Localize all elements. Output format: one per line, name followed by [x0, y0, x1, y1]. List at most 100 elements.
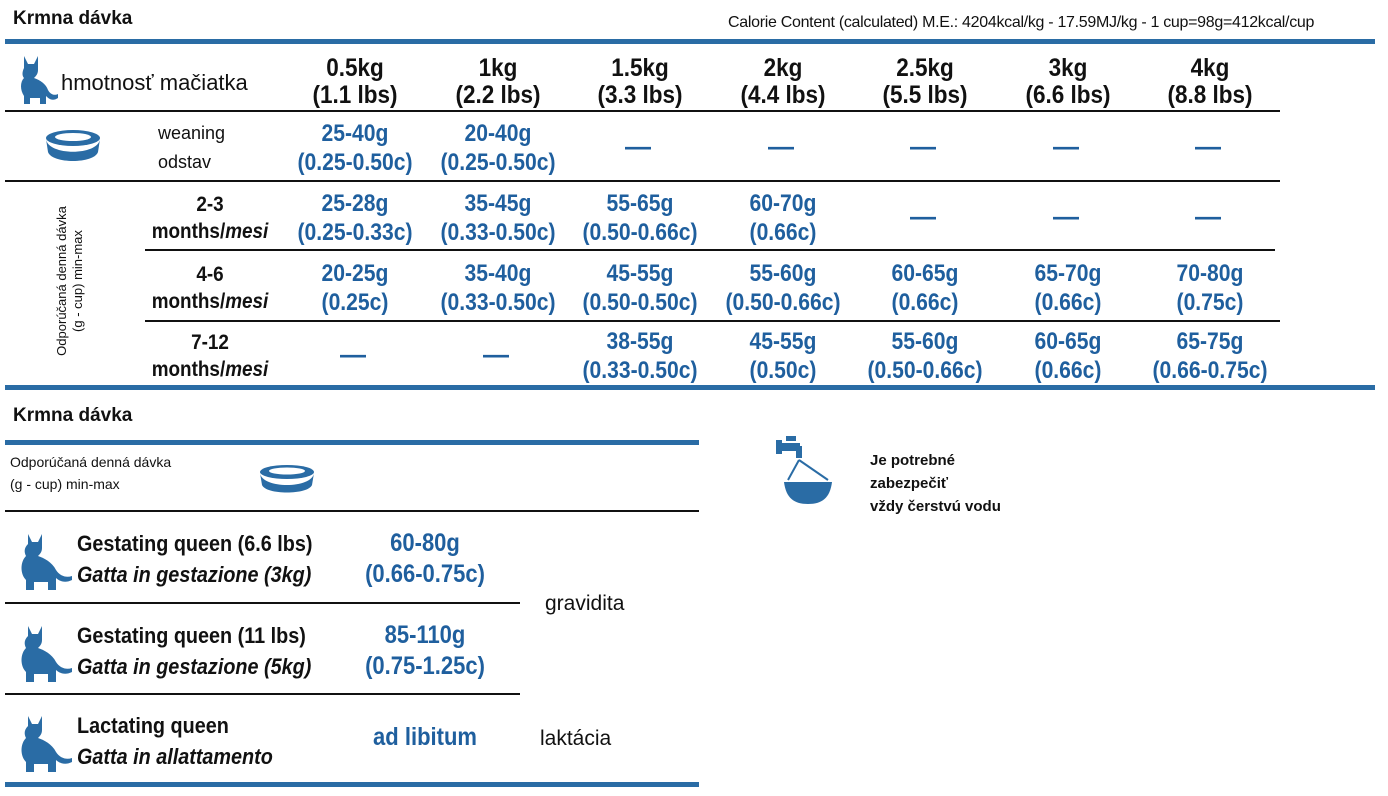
weight-lbs: (1.1 lbs)	[312, 81, 398, 109]
weight-lbs: (3.3 lbs)	[597, 81, 683, 109]
dose-cell: 38-55g (0.33-0.50c)	[574, 327, 706, 385]
dose-cell: 55-65g (0.50-0.66c)	[574, 189, 706, 247]
queen-dose-cups: (0.66-0.75c)	[365, 560, 485, 588]
dose-cell: 70-80g (0.75c)	[1144, 259, 1276, 317]
weight-kg: 3kg	[1048, 54, 1088, 82]
dose-grams: 38-55g	[606, 328, 674, 355]
queen-label: Gestating queen (11 lbs) Gatta in gestazi…	[77, 620, 311, 682]
dose-cell: 55-60g (0.50-0.66c)	[717, 259, 849, 317]
dose-cups: (0.50-0.66c)	[582, 219, 698, 246]
weight-lbs: (5.5 lbs)	[882, 81, 968, 109]
dose-cups: (0.66c)	[1034, 289, 1102, 316]
queen-dose: 60-80g (0.66-0.75c)	[350, 528, 500, 590]
queen-dose-cups: (0.75-1.25c)	[365, 652, 485, 680]
water-tap-icon	[776, 436, 832, 504]
bottom-end-bar	[5, 782, 699, 787]
cat-icon	[21, 534, 72, 590]
dose-cell: 20-25g (0.25c)	[289, 259, 421, 317]
bowl-icon	[260, 465, 314, 493]
top-bottom-bar	[5, 385, 1375, 390]
bowl-icon	[46, 130, 100, 161]
empty-dash: —	[483, 339, 509, 369]
dose-cups: (0.25-0.50c)	[440, 149, 556, 176]
queen-name-en: Gestating queen (6.6 lbs)	[77, 531, 313, 556]
weight-kg: 4kg	[1190, 54, 1230, 82]
dose-cups: (0.66-0.75c)	[1152, 357, 1268, 384]
age-months: months/	[151, 290, 226, 313]
weight-lbs: (4.4 lbs)	[740, 81, 826, 109]
empty-dash: —	[910, 131, 936, 161]
dose-grams: 25-40g	[321, 120, 389, 147]
dose-cups: (0.33-0.50c)	[582, 357, 698, 384]
age-label: 2-3 months/mesi	[138, 191, 282, 245]
age-label: 4-6 months/mesi	[138, 261, 282, 315]
weight-lbs: (6.6 lbs)	[1025, 81, 1111, 109]
empty-dash: —	[768, 131, 794, 161]
dose-cell: 60-65g (0.66c)	[1002, 327, 1134, 385]
dose-cell: 25-28g (0.25-0.33c)	[289, 189, 421, 247]
queen-dose-grams: ad libitum	[373, 723, 477, 751]
age-line: weaning	[158, 123, 226, 143]
row-line	[5, 602, 520, 604]
dose-cell: 35-45g (0.33-0.50c)	[432, 189, 564, 247]
dose-cell: 25-40g (0.25-0.50c)	[289, 119, 421, 177]
dose-grams: 45-55g	[606, 260, 674, 287]
dose-grams: 25-28g	[321, 190, 389, 217]
weight-column-header: 1kg (2.2 lbs)	[435, 55, 561, 109]
dose-grams: 35-40g	[464, 260, 532, 287]
dose-grams: 20-25g	[321, 260, 389, 287]
kitten-icon	[21, 56, 58, 104]
bottom-divider-bar	[5, 440, 699, 445]
cat-icon	[21, 716, 72, 772]
queen-label: Lactating queen Gatta in allattamento	[77, 710, 273, 772]
weight-column-header: 3kg (6.6 lbs)	[1005, 55, 1131, 109]
weight-column-header: 0.5kg (1.1 lbs)	[292, 55, 418, 109]
weight-kg: 2.5kg	[896, 54, 954, 82]
age-months: months/	[151, 220, 226, 243]
weight-lbs: (2.2 lbs)	[455, 81, 541, 109]
dose-cups: (0.75c)	[1176, 289, 1244, 316]
dose-grams: 65-70g	[1034, 260, 1102, 287]
queen-label: Gestating queen (6.6 lbs) Gatta in gestaz…	[77, 528, 312, 590]
age-line: months/mesi	[138, 356, 282, 383]
queen-name-it: Gatta in gestazione (3kg)	[77, 562, 312, 587]
queen-dose-grams: 60-80g	[390, 529, 460, 557]
note-gravidita: gravidita	[545, 592, 625, 615]
empty-dash: —	[1053, 131, 1079, 161]
dose-cell: 65-75g (0.66-0.75c)	[1144, 327, 1276, 385]
dose-cups: (0.50c)	[749, 357, 817, 384]
weight-kg: 1.5kg	[611, 54, 669, 82]
age-label: weaning odstav	[158, 119, 225, 177]
dose-cell: 45-55g (0.50-0.50c)	[574, 259, 706, 317]
weight-kg: 2kg	[763, 54, 803, 82]
row-line	[5, 510, 699, 512]
row-line	[5, 110, 1280, 112]
empty-dash: —	[625, 131, 651, 161]
row-line	[5, 180, 1280, 182]
daily-dose-side-label: Odporúčaná denná dávka (g - cup) min-max	[54, 206, 85, 356]
age-mesi: mesi	[225, 358, 269, 381]
dose-cups: (0.50-0.66c)	[725, 289, 841, 316]
age-label: 7-12 months/mesi	[138, 329, 282, 383]
age-line: odstav	[158, 152, 212, 172]
dose-cups: (0.66c)	[1034, 357, 1102, 384]
top-section-title: Krmna dávka	[13, 8, 133, 29]
weight-column-header: 2.5kg (5.5 lbs)	[862, 55, 988, 109]
bottom-section-title: Krmna dávka	[13, 405, 133, 426]
queen-dose: ad libitum	[350, 722, 500, 753]
dose-cups: (0.50-0.50c)	[582, 289, 698, 316]
dose-cups: (0.66c)	[891, 289, 959, 316]
dose-cell: 35-40g (0.33-0.50c)	[432, 259, 564, 317]
weight-label: hmotnosť mačiatka	[61, 70, 248, 95]
queen-name-en: Gestating queen (11 lbs)	[77, 623, 306, 648]
age-mesi: mesi	[225, 290, 269, 313]
dose-cups: (0.25-0.33c)	[297, 219, 413, 246]
age-line: months/mesi	[138, 288, 282, 315]
age-mesi: mesi	[225, 220, 269, 243]
dose-cups: (0.66c)	[749, 219, 817, 246]
dose-grams: 55-60g	[891, 328, 959, 355]
empty-dash: —	[1195, 201, 1221, 231]
dose-grams: 55-60g	[749, 260, 817, 287]
age-line: 2-3	[196, 193, 224, 216]
weight-column-header: 4kg (8.8 lbs)	[1147, 55, 1273, 109]
